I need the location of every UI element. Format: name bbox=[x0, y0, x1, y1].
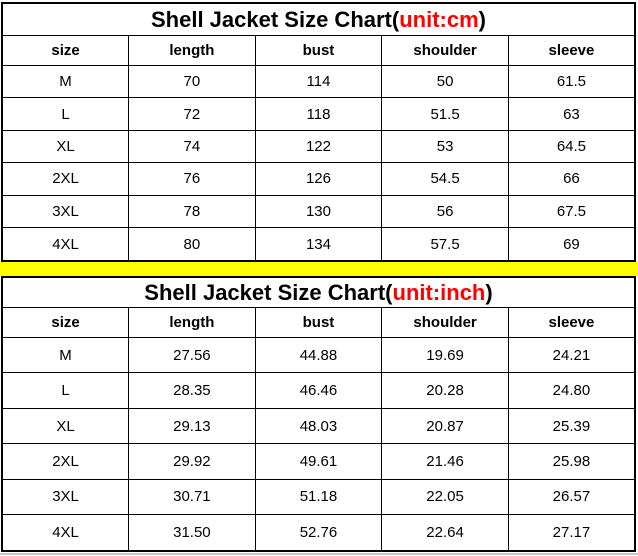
measurement-cell: 22.64 bbox=[381, 514, 509, 552]
measurement-cell: 27.56 bbox=[128, 336, 256, 374]
measurement-cell: 54.5 bbox=[381, 162, 509, 196]
measurement-cell: 70 bbox=[128, 64, 256, 99]
size-row-4xl: 4XL 31.50 52.76 22.64 27.17 bbox=[1, 514, 636, 552]
measurement-cell: 66 bbox=[507, 162, 636, 196]
column-header-length: length bbox=[128, 307, 256, 338]
size-row-xl: XL 74 122 53 64.5 bbox=[1, 129, 636, 164]
measurement-cell: 63 bbox=[507, 97, 636, 131]
column-header-shoulder: shoulder bbox=[381, 35, 509, 66]
measurement-cell: 20.87 bbox=[381, 407, 509, 445]
measurement-cell: 56 bbox=[381, 194, 509, 229]
chart-title-text: Shell Jacket Size Chart( bbox=[144, 279, 393, 305]
title-row: Shell Jacket Size Chart(unit:inch) bbox=[1, 276, 636, 308]
measurement-cell: 30.71 bbox=[128, 478, 256, 516]
size-cell: 4XL bbox=[1, 227, 130, 262]
size-row-2xl: 2XL 29.92 49.61 21.46 25.98 bbox=[1, 443, 636, 480]
unit-label-cm: unit:cm bbox=[399, 6, 479, 32]
measurement-cell: 61.5 bbox=[507, 64, 636, 99]
column-header-bust: bust bbox=[254, 35, 383, 66]
chart-title-close: ) bbox=[485, 279, 493, 305]
measurement-cell: 50 bbox=[381, 64, 509, 99]
measurement-cell: 19.69 bbox=[381, 336, 509, 374]
measurement-cell: 44.88 bbox=[254, 336, 383, 374]
measurement-cell: 46.46 bbox=[254, 372, 383, 409]
measurement-cell: 134 bbox=[254, 227, 383, 262]
size-cell: 3XL bbox=[1, 194, 130, 229]
title-row: Shell Jacket Size Chart(unit:cm) bbox=[1, 2, 636, 36]
measurement-cell: 48.03 bbox=[254, 407, 383, 445]
yellow-divider-bar bbox=[0, 262, 638, 276]
measurement-cell: 67.5 bbox=[507, 194, 636, 229]
column-header-shoulder: shoulder bbox=[381, 307, 509, 338]
size-cell: XL bbox=[1, 129, 130, 164]
chart-title-cm: Shell Jacket Size Chart(unit:cm) bbox=[1, 2, 636, 36]
measurement-cell: 57.5 bbox=[381, 227, 509, 262]
measurement-cell: 20.28 bbox=[381, 372, 509, 409]
chart-title-close: ) bbox=[478, 6, 486, 32]
size-row-2xl: 2XL 76 126 54.5 66 bbox=[1, 162, 636, 196]
chart-title-text: Shell Jacket Size Chart( bbox=[151, 6, 400, 32]
measurement-cell: 29.92 bbox=[128, 443, 256, 480]
column-header-bust: bust bbox=[254, 307, 383, 338]
column-header-size: size bbox=[1, 307, 130, 338]
measurement-cell: 28.35 bbox=[128, 372, 256, 409]
column-header-size: size bbox=[1, 35, 130, 66]
column-header-sleeve: sleeve bbox=[507, 307, 636, 338]
measurement-cell: 80 bbox=[128, 227, 256, 262]
measurement-cell: 51.18 bbox=[254, 478, 383, 516]
size-cell: 3XL bbox=[1, 478, 130, 516]
column-header-row: size length bust shoulder sleeve bbox=[1, 35, 636, 66]
measurement-cell: 64.5 bbox=[507, 129, 636, 164]
measurement-cell: 118 bbox=[254, 97, 383, 131]
measurement-cell: 122 bbox=[254, 129, 383, 164]
measurement-cell: 31.50 bbox=[128, 514, 256, 552]
measurement-cell: 27.17 bbox=[507, 514, 636, 552]
measurement-cell: 51.5 bbox=[381, 97, 509, 131]
cropped-gridline bbox=[0, 553, 638, 555]
size-cell: 2XL bbox=[1, 162, 130, 196]
chart-title-inch: Shell Jacket Size Chart(unit:inch) bbox=[1, 276, 636, 308]
size-cell: L bbox=[1, 97, 130, 131]
measurement-cell: 24.80 bbox=[507, 372, 636, 409]
size-cell: M bbox=[1, 336, 130, 374]
column-header-sleeve: sleeve bbox=[507, 35, 636, 66]
size-row-m: M 70 114 50 61.5 bbox=[1, 64, 636, 99]
column-header-row: size length bust shoulder sleeve bbox=[1, 307, 636, 338]
size-row-3xl: 3XL 78 130 56 67.5 bbox=[1, 194, 636, 229]
size-row-4xl: 4XL 80 134 57.5 69 bbox=[1, 227, 636, 262]
size-cell: XL bbox=[1, 407, 130, 445]
measurement-cell: 130 bbox=[254, 194, 383, 229]
measurement-cell: 29.13 bbox=[128, 407, 256, 445]
measurement-cell: 74 bbox=[128, 129, 256, 164]
measurement-cell: 25.98 bbox=[507, 443, 636, 480]
size-cell: 4XL bbox=[1, 514, 130, 552]
size-cell: L bbox=[1, 372, 130, 409]
measurement-cell: 114 bbox=[254, 64, 383, 99]
measurement-cell: 25.39 bbox=[507, 407, 636, 445]
size-row-m: M 27.56 44.88 19.69 24.21 bbox=[1, 336, 636, 374]
measurement-cell: 76 bbox=[128, 162, 256, 196]
measurement-cell: 52.76 bbox=[254, 514, 383, 552]
size-row-xl: XL 29.13 48.03 20.87 25.39 bbox=[1, 407, 636, 445]
size-row-l: L 28.35 46.46 20.28 24.80 bbox=[1, 372, 636, 409]
measurement-cell: 21.46 bbox=[381, 443, 509, 480]
size-row-3xl: 3XL 30.71 51.18 22.05 26.57 bbox=[1, 478, 636, 516]
measurement-cell: 49.61 bbox=[254, 443, 383, 480]
size-chart-cm-table: Shell Jacket Size Chart(unit:cm) size le… bbox=[1, 2, 636, 262]
size-cell: 2XL bbox=[1, 443, 130, 480]
measurement-cell: 53 bbox=[381, 129, 509, 164]
measurement-cell: 72 bbox=[128, 97, 256, 131]
measurement-cell: 69 bbox=[507, 227, 636, 262]
size-cell: M bbox=[1, 64, 130, 99]
measurement-cell: 22.05 bbox=[381, 478, 509, 516]
measurement-cell: 126 bbox=[254, 162, 383, 196]
unit-label-inch: unit:inch bbox=[392, 279, 486, 305]
column-header-length: length bbox=[128, 35, 256, 66]
measurement-cell: 78 bbox=[128, 194, 256, 229]
size-row-l: L 72 118 51.5 63 bbox=[1, 97, 636, 131]
measurement-cell: 26.57 bbox=[507, 478, 636, 516]
size-chart-inch-table: Shell Jacket Size Chart(unit:inch) size … bbox=[1, 276, 636, 552]
measurement-cell: 24.21 bbox=[507, 336, 636, 374]
